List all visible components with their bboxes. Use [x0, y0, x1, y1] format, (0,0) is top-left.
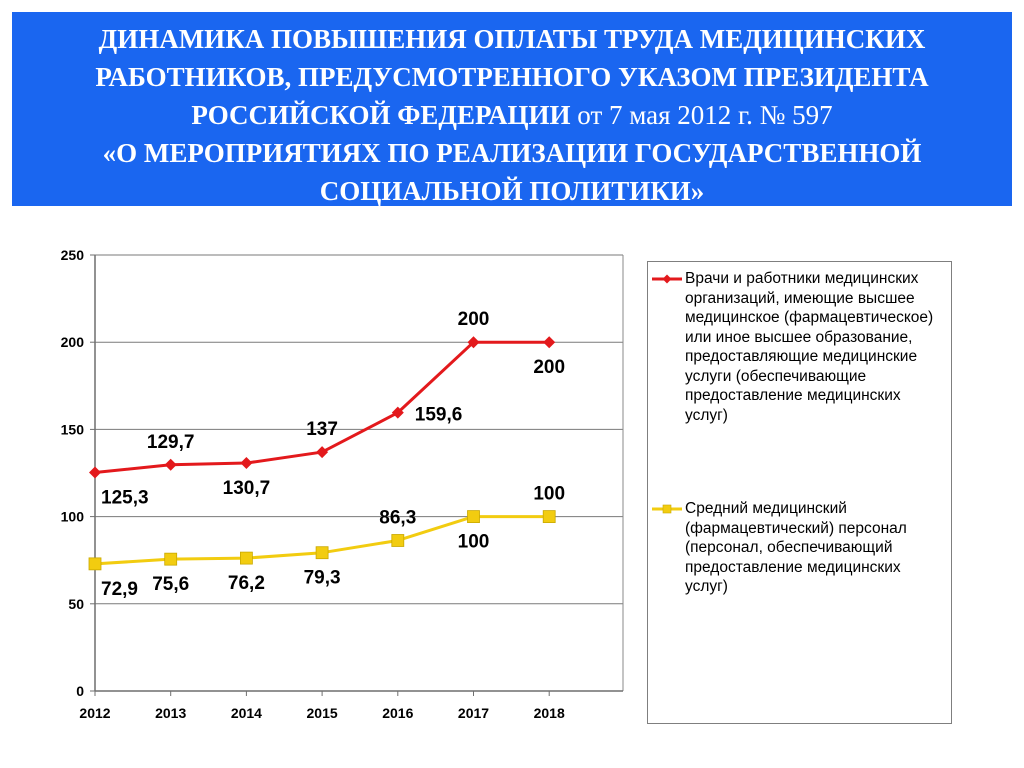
data-label: 72,9: [101, 579, 138, 600]
data-point: [543, 336, 556, 349]
data-label: 75,6: [152, 574, 189, 595]
data-point: [164, 458, 177, 471]
title-line-5: СОЦИАЛЬНОЙ ПОЛИТИКИ»: [319, 176, 705, 206]
data-label: 130,7: [223, 478, 271, 499]
data-label: 79,3: [304, 568, 341, 589]
x-tick-label: 2018: [534, 705, 565, 721]
data-label: 137: [306, 419, 338, 440]
title-line-2: РАБОТНИКОВ, ПРЕДУСМОТРЕННОГО УКАЗОМ ПРЕЗ…: [95, 62, 929, 92]
title-line-3-bold: РОССИЙСКОЙ ФЕДЕРАЦИИ: [191, 100, 571, 130]
title-line-3-decree: от 7 мая 2012 г. № 597: [570, 100, 833, 130]
x-tick-label: 2013: [155, 705, 186, 721]
x-tick-label: 2014: [231, 705, 262, 721]
title-line-4: «О МЕРОПРИЯТИЯХ ПО РЕАЛИЗАЦИИ ГОСУДАРСТВ…: [102, 138, 922, 168]
data-point: [239, 551, 253, 565]
x-tick-label: 2017: [458, 705, 489, 721]
title-banner: ДИНАМИКА ПОВЫШЕНИЯ ОПЛАТЫ ТРУДА МЕДИЦИНС…: [12, 12, 1012, 206]
x-tick-label: 2012: [79, 705, 110, 721]
y-tick-label: 200: [61, 334, 85, 350]
data-label: 86,3: [379, 507, 416, 528]
y-tick-label: 250: [61, 247, 85, 263]
y-tick-label: 0: [76, 683, 84, 699]
data-point: [467, 510, 480, 524]
legend-label-nurses: Средний медицинский (фармацевтический) п…: [685, 500, 907, 595]
legend-label-doctors: Врачи и работники медицинских организаци…: [685, 270, 934, 424]
data-point: [316, 446, 329, 459]
data-point: [315, 546, 329, 560]
data-label: 200: [458, 309, 490, 330]
data-point: [542, 510, 556, 524]
data-point: [164, 552, 178, 566]
title-line-3: РОССИЙСКОЙ ФЕДЕРАЦИИ от 7 мая 2012 г. № …: [22, 96, 1002, 134]
data-point: [240, 457, 253, 470]
data-label: 200: [533, 357, 565, 378]
legend-swatch-doctors: [652, 274, 682, 284]
data-point: [391, 534, 405, 547]
y-tick-label: 150: [61, 421, 85, 437]
data-point: [89, 466, 101, 479]
data-label: 100: [533, 484, 565, 505]
title-line-1: ДИНАМИКА ПОВЫШЕНИЯ ОПЛАТЫ ТРУДА МЕДИЦИНС…: [98, 24, 926, 54]
y-tick-label: 100: [61, 509, 85, 525]
data-point: [467, 336, 480, 349]
data-label: 159,6: [415, 405, 463, 426]
y-tick-label: 50: [68, 596, 84, 612]
x-tick-label: 2016: [382, 705, 413, 721]
data-label: 129,7: [147, 432, 195, 453]
data-label: 125,3: [101, 487, 149, 508]
data-label: 76,2: [228, 573, 265, 594]
legend: Врачи и работники медицинских организаци…: [647, 261, 952, 724]
legend-swatch-nurses: [652, 504, 682, 514]
data-point: [88, 557, 102, 571]
data-label: 100: [458, 532, 490, 553]
x-tick-label: 2015: [307, 705, 338, 721]
data-point: [391, 406, 404, 419]
